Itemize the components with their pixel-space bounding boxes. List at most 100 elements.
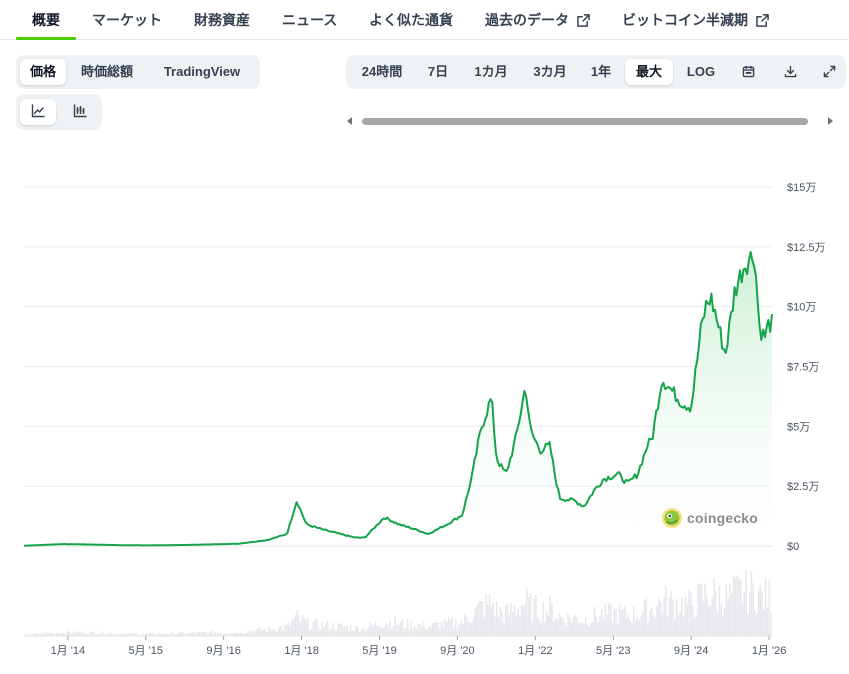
view-market-cap-button[interactable]: 時価総額 [80,64,133,79]
tab-historical-data[interactable]: 過去のデータ [485,0,590,40]
range-24h-button[interactable]: 24時間 [361,64,403,79]
y-tick-label: $5万 [787,421,810,433]
volume-bar [228,633,231,636]
volume-bar [287,622,290,636]
date-range-button[interactable] [730,59,766,85]
volume-bar [650,607,653,636]
x-tick-label: 1月 '14 [51,645,86,657]
volume-bar [633,605,635,636]
volume-bar [34,633,37,636]
volume-bar [617,623,619,636]
volume-bar [120,633,122,636]
volume-bar [467,620,469,636]
volume-bar [246,633,249,636]
tab-treasury[interactable]: 財務資産 [194,0,250,40]
volume-bar [497,616,500,636]
range-3m-button[interactable]: 3カ月 [533,64,567,79]
volume-bar [70,633,72,636]
candlestick-chart-button[interactable] [62,99,98,125]
volume-bar [244,632,247,636]
volume-bar [495,601,498,636]
volume-bar [362,627,364,636]
volume-bar [608,602,610,636]
volume-bar [275,631,277,636]
volume-bar [755,614,758,636]
volume-bar [162,634,165,636]
volume-bar [501,611,503,636]
volume-bar [568,617,571,636]
volume-bar [435,622,437,636]
price-line [23,251,773,547]
volume-bar [243,633,245,636]
volume-bar [624,604,626,636]
volume-bar [105,634,108,636]
view-tradingview-button[interactable]: TradingView [163,64,241,79]
scroll-left-arrow[interactable] [347,117,352,125]
volume-bar [137,634,140,636]
tab-overview[interactable]: 概要 [32,0,60,40]
watermark-text: coingecko [687,510,759,526]
volume-bar [716,610,719,636]
volume-bar [504,606,507,636]
volume-bar [267,626,270,636]
volume-bar [454,618,457,636]
volume-bar [278,626,281,636]
volume-bar [97,634,99,636]
volume-bar [620,609,623,636]
volume-bar [285,624,288,636]
range-1m-button[interactable]: 1カ月 [474,64,508,79]
volume-bar [447,617,450,636]
volume-bar [638,620,640,636]
scroll-right-arrow[interactable] [828,117,833,125]
volume-bar [531,621,534,636]
fullscreen-button[interactable] [814,59,844,85]
range-1y-button[interactable]: 1年 [590,64,612,79]
tab-markets[interactable]: マーケット [92,0,162,40]
download-button[interactable] [772,59,808,85]
volume-bar [604,602,607,636]
volume-bar [585,616,587,636]
volume-bar [734,578,737,636]
tab-bitcoin-halving[interactable]: ビットコイン半減期 [622,0,769,40]
volume-bar [738,578,740,636]
x-tick-label: 1月 '26 [752,645,787,657]
volume-bar [711,597,713,636]
volume-bar [540,622,542,636]
volume-bar [52,632,54,636]
volume-bar [73,630,76,636]
volume-bar [544,622,546,636]
volume-bar [239,631,241,636]
volume-bar [688,589,690,636]
volume-bar [173,634,176,636]
view-price-button[interactable]: 価格 [20,59,66,85]
horizontal-scrollbar[interactable] [362,118,808,125]
volume-bar [324,623,327,636]
line-chart-button[interactable] [20,99,56,125]
volume-bar [565,626,567,636]
tab-similar-coins[interactable]: よく似た通貨 [369,0,453,40]
log-scale-button[interactable]: LOG [686,64,716,79]
volume-bar [658,598,660,636]
volume-bar [225,633,227,636]
volume-bar [194,633,197,636]
volume-bar [764,578,767,636]
volume-bar [80,632,83,636]
range-7d-button[interactable]: 7日 [427,64,449,79]
tab-bar: 概要 マーケット 財務資産 ニュース よく似た通貨 過去のデータ ビットコイン半… [0,0,849,40]
volume-bar [127,633,129,636]
range-max-button[interactable]: 最大 [625,59,673,85]
volume-bar [312,622,315,636]
x-tick-label: 9月 '16 [206,645,241,657]
price-area-fill [24,252,772,546]
volume-bar [693,617,696,636]
volume-bar [27,634,30,636]
volume-bar [141,634,144,636]
active-tab-indicator [16,37,76,40]
volume-bar [747,613,749,636]
volume-bar [223,633,225,636]
volume-bar [50,633,53,636]
volume-bar [251,630,254,636]
volume-bar [392,626,395,636]
tab-news[interactable]: ニュース [282,0,337,40]
